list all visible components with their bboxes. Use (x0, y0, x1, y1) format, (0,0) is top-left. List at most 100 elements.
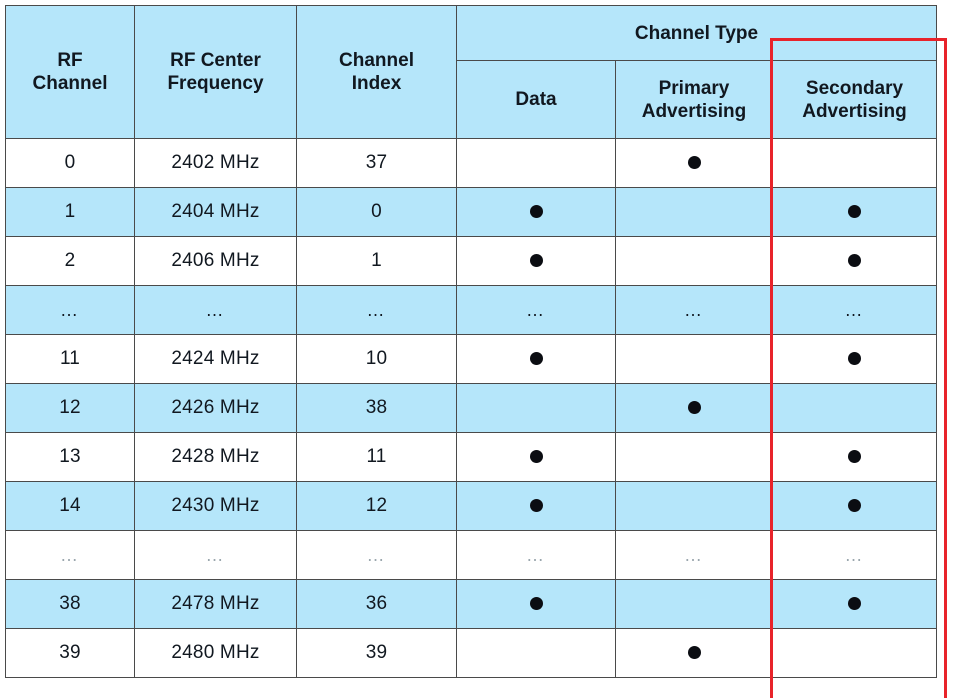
bullet-marker-icon (529, 450, 543, 464)
cell-channel-index: 37 (296, 138, 457, 188)
cell-primary-advertising (615, 334, 773, 384)
table-row: 12 2426 MHz 38 (5, 383, 937, 433)
cell-secondary-advertising (772, 481, 937, 531)
table-row: ……………… (5, 530, 937, 580)
bullet-marker-icon (848, 499, 861, 513)
header-row-group: RF Channel RF Center Frequency Channel I… (5, 5, 937, 139)
header-line-1: Channel (339, 50, 414, 71)
cell-rf-center-frequency: 2424 MHz (134, 334, 297, 384)
cell-primary-advertising (615, 236, 773, 286)
cell-channel-index: 36 (296, 579, 457, 629)
cell-data: … (456, 530, 616, 580)
cell-rf-channel: 39 (5, 628, 135, 678)
header-line-2: Advertising (641, 100, 747, 122)
cell-data (456, 187, 616, 237)
cell-rf-channel: 11 (5, 334, 135, 384)
cell-data (456, 481, 616, 531)
cell-primary-advertising (615, 481, 773, 531)
cell-primary-advertising (615, 628, 773, 678)
cell-rf-channel: 13 (5, 432, 135, 482)
cell-data (456, 579, 616, 629)
column-header-primary-advertising: Primary Advertising (615, 60, 773, 139)
cell-data (456, 138, 616, 188)
bullet-marker-icon (529, 352, 543, 366)
cell-secondary-advertising (772, 383, 937, 433)
table-row: 14 2430 MHz 12 (5, 481, 937, 531)
bullet-marker-icon (848, 352, 861, 366)
table-header: RF Channel RF Center Frequency Channel I… (5, 5, 937, 139)
cell-primary-advertising: … (615, 285, 773, 335)
cell-primary-advertising (615, 187, 773, 237)
cell-secondary-advertising (772, 432, 937, 482)
header-line-1: RF (57, 50, 83, 71)
header-line-1: Primary (658, 77, 730, 99)
cell-rf-channel: 2 (5, 236, 135, 286)
cell-primary-advertising (615, 383, 773, 433)
cell-secondary-advertising (772, 236, 937, 286)
cell-secondary-advertising (772, 579, 937, 629)
cell-data (456, 383, 616, 433)
cell-rf-channel: 38 (5, 579, 135, 629)
cell-rf-center-frequency: 2428 MHz (134, 432, 297, 482)
cell-channel-index: 1 (296, 236, 457, 286)
cell-primary-advertising (615, 579, 773, 629)
table-figure: RF Channel RF Center Frequency Channel I… (5, 5, 947, 698)
header-line-2: Advertising (802, 100, 907, 122)
cell-rf-center-frequency: … (134, 530, 297, 580)
cell-rf-channel: 14 (5, 481, 135, 531)
column-header-channel-type: Channel Type (456, 5, 937, 61)
bullet-marker-icon (848, 450, 861, 464)
cell-rf-center-frequency: 2426 MHz (134, 383, 297, 433)
cell-channel-index: 0 (296, 187, 457, 237)
bullet-marker-icon (687, 156, 701, 170)
header-line-2: Frequency (167, 73, 264, 94)
cell-secondary-advertising (772, 628, 937, 678)
cell-channel-index: 10 (296, 334, 457, 384)
table-row: 13 2428 MHz 11 (5, 432, 937, 482)
cell-primary-advertising (615, 432, 773, 482)
bullet-marker-icon (529, 597, 543, 611)
cell-data: … (456, 285, 616, 335)
table-row: ……………… (5, 285, 937, 335)
table-row: 39 2480 MHz 39 (5, 628, 937, 678)
cell-secondary-advertising: … (772, 530, 937, 580)
header-line-2: Index (351, 73, 402, 94)
table-body: 0 2402 MHz 37 1 2404 MHz 0 2 2406 MHz 1……………… 11 2… (5, 138, 937, 678)
column-header-secondary-advertising: Secondary Advertising (772, 60, 937, 139)
header-line-2: Channel (32, 73, 108, 94)
cell-rf-channel: 12 (5, 383, 135, 433)
cell-primary-advertising (615, 138, 773, 188)
cell-data (456, 334, 616, 384)
cell-channel-index: 39 (296, 628, 457, 678)
rf-channel-table: RF Channel RF Center Frequency Channel I… (5, 5, 937, 678)
bullet-marker-icon (848, 597, 861, 611)
cell-rf-channel: 1 (5, 187, 135, 237)
cell-channel-index: 38 (296, 383, 457, 433)
cell-rf-center-frequency: … (134, 285, 297, 335)
table-row: 11 2424 MHz 10 (5, 334, 937, 384)
header-line-1: Secondary (805, 77, 904, 99)
cell-rf-center-frequency: 2402 MHz (134, 138, 297, 188)
cell-primary-advertising: … (615, 530, 773, 580)
column-header-channel-index: Channel Index (296, 5, 457, 139)
table-row: 38 2478 MHz 36 (5, 579, 937, 629)
table-row: 1 2404 MHz 0 (5, 187, 937, 237)
column-header-data: Data (456, 60, 616, 139)
cell-rf-center-frequency: 2406 MHz (134, 236, 297, 286)
cell-channel-index: 11 (296, 432, 457, 482)
bullet-marker-icon (687, 401, 701, 415)
cell-rf-center-frequency: 2430 MHz (134, 481, 297, 531)
bullet-marker-icon (529, 499, 543, 513)
cell-data (456, 432, 616, 482)
cell-channel-index: … (296, 285, 457, 335)
bullet-marker-icon (848, 205, 861, 219)
cell-data (456, 628, 616, 678)
cell-secondary-advertising: … (772, 285, 937, 335)
column-header-rf-center-frequency: RF Center Frequency (134, 5, 297, 139)
cell-secondary-advertising (772, 187, 937, 237)
column-header-rf-channel: RF Channel (5, 5, 135, 139)
cell-rf-channel: … (5, 285, 135, 335)
cell-rf-channel: 0 (5, 138, 135, 188)
bullet-marker-icon (529, 254, 543, 268)
cell-secondary-advertising (772, 334, 937, 384)
